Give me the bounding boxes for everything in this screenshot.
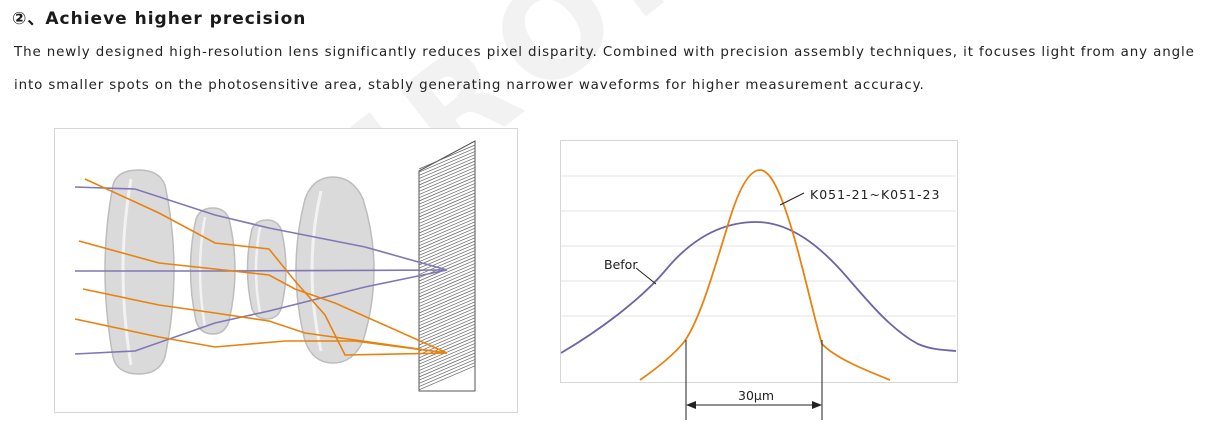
grating-line xyxy=(418,282,476,307)
grating-line xyxy=(418,160,476,186)
grating-line xyxy=(418,272,476,298)
grating-line xyxy=(418,317,476,343)
grating-line xyxy=(418,269,476,295)
grating-line xyxy=(418,195,476,221)
grating-line xyxy=(418,183,476,208)
grating-line xyxy=(418,301,476,327)
legend-k051-label: K051-21~K051-23 xyxy=(810,187,940,202)
grating-line xyxy=(418,349,476,375)
grating-line xyxy=(418,359,476,384)
lens-3-highlight xyxy=(254,226,262,314)
series-befor-line xyxy=(560,221,957,354)
befor-leader-line xyxy=(635,267,657,285)
grating-line xyxy=(418,362,476,387)
grating-line xyxy=(418,352,476,378)
grating-line xyxy=(418,189,476,215)
grating-line xyxy=(418,173,476,199)
lens-diagram xyxy=(74,140,476,392)
grating-line xyxy=(418,147,476,173)
grating-line xyxy=(418,163,476,189)
grating-line xyxy=(418,202,476,227)
grating-line xyxy=(418,343,476,368)
grating-line xyxy=(418,259,476,285)
grating-line xyxy=(418,231,476,256)
grating-line xyxy=(418,154,476,179)
grating-line xyxy=(418,311,476,336)
waveform-chart-panel xyxy=(560,140,958,383)
grating-line xyxy=(418,151,476,176)
lens-1 xyxy=(104,169,175,375)
k051-leader-line xyxy=(779,192,805,206)
grating-line xyxy=(418,298,476,323)
grating-line xyxy=(418,218,476,243)
grating-line xyxy=(418,291,476,317)
grating-line xyxy=(418,199,476,224)
width-markers xyxy=(685,340,823,420)
grating-line xyxy=(418,167,476,192)
legend-befor-label: Befor xyxy=(604,257,638,272)
grating-line xyxy=(418,320,476,346)
chart-grid xyxy=(561,175,956,317)
grating-line xyxy=(418,170,476,195)
grating-line xyxy=(418,179,476,205)
grating-line xyxy=(418,234,476,259)
lens-diagram-panel xyxy=(54,128,518,413)
grating-line xyxy=(418,256,476,282)
grating-line xyxy=(418,327,476,352)
grating-line xyxy=(418,144,476,170)
grating-line xyxy=(418,263,476,288)
grating-line xyxy=(418,365,476,391)
grating-line xyxy=(418,205,476,231)
grating-line xyxy=(418,237,476,263)
grating-line xyxy=(418,224,476,250)
orange-rays xyxy=(74,178,448,356)
grating-line xyxy=(418,240,476,266)
grating-line xyxy=(418,285,476,311)
grating-line xyxy=(418,227,476,253)
grating-line xyxy=(418,314,476,339)
section-paragraph: The newly designed high-resolution lens … xyxy=(14,45,1195,93)
grating-line xyxy=(418,215,476,240)
grating-line xyxy=(418,176,476,202)
grating-line xyxy=(418,336,476,362)
grating-line xyxy=(418,279,476,304)
grating-line xyxy=(418,288,476,314)
grating-line xyxy=(418,192,476,218)
grating-line xyxy=(418,275,476,301)
grating-line xyxy=(418,221,476,247)
grating-line xyxy=(418,355,476,381)
grating-line xyxy=(418,157,476,183)
sensor-grating xyxy=(418,140,476,392)
grating-line xyxy=(418,266,476,291)
grating-line xyxy=(418,208,476,234)
grating-line xyxy=(418,211,476,237)
width-label: 30μm xyxy=(738,388,774,403)
grating-line xyxy=(418,247,476,272)
grating-line xyxy=(418,346,476,371)
grating-line xyxy=(418,307,476,333)
section-title: ②、Achieve higher precision xyxy=(12,9,307,29)
grating-line xyxy=(418,186,476,211)
grating-line xyxy=(418,304,476,330)
grating-line xyxy=(418,295,476,320)
